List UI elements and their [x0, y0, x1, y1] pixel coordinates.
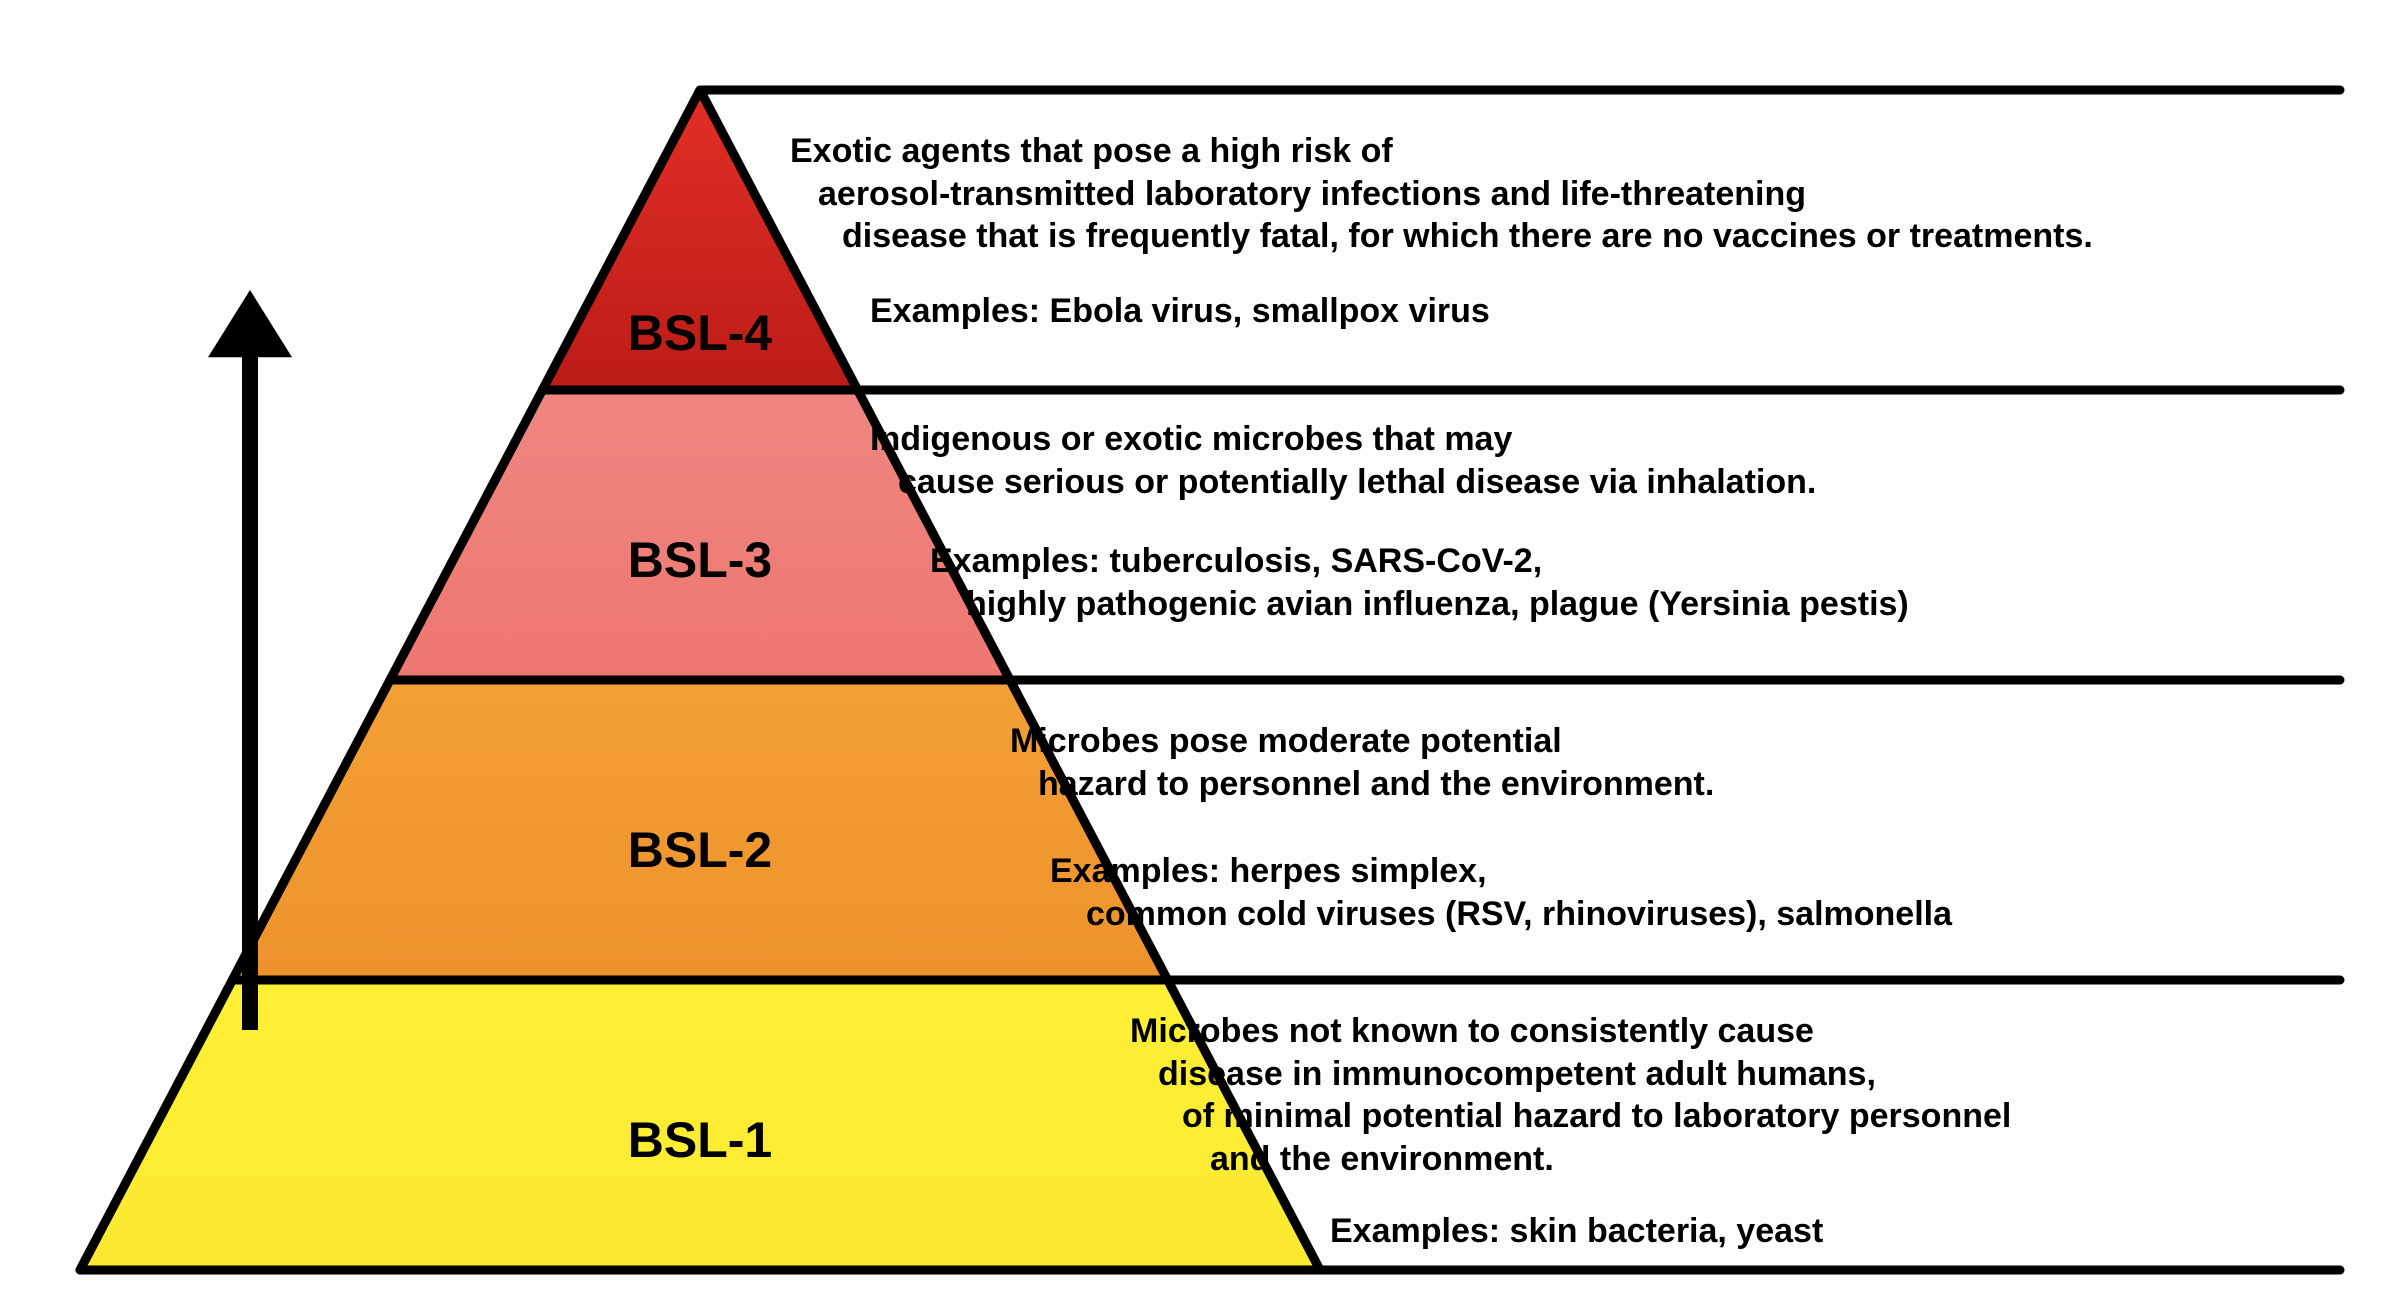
description-line: disease that is frequently fatal, for wh… — [790, 215, 2093, 258]
level-label-bsl2: BSL-2 — [628, 821, 772, 879]
description-line: cause serious or potentially lethal dise… — [870, 461, 1816, 504]
level-examples-bsl3: Examples: tuberculosis, SARS-CoV-2,highl… — [930, 540, 1909, 625]
examples-line: Examples: herpes simplex, — [1050, 850, 1952, 893]
level-description-bsl1: Microbes not known to consistently cause… — [1130, 1010, 2011, 1180]
level-label-bsl1: BSL-1 — [628, 1111, 772, 1169]
description-line: and the environment. — [1130, 1138, 2011, 1181]
level-description-bsl3: Indigenous or exotic microbes that mayca… — [870, 418, 1816, 503]
level-examples-bsl4: Examples: Ebola virus, smallpox virus — [870, 290, 1490, 333]
examples-line: highly pathogenic avian influenza, plagu… — [930, 583, 1909, 626]
examples-line: Examples: skin bacteria, yeast — [1330, 1210, 1823, 1253]
examples-line: Examples: Ebola virus, smallpox virus — [870, 290, 1490, 333]
level-examples-bsl1: Examples: skin bacteria, yeast — [1330, 1210, 1823, 1253]
description-line: of minimal potential hazard to laborator… — [1130, 1095, 2011, 1138]
level-label-bsl3: BSL-3 — [628, 531, 772, 589]
risk-arrow-head — [208, 290, 292, 357]
description-line: hazard to personnel and the environment. — [1010, 763, 1714, 806]
description-line: aerosol-transmitted laboratory infection… — [790, 173, 2093, 216]
description-line: Microbes pose moderate potential — [1010, 720, 1714, 763]
description-line: disease in immunocompetent adult humans, — [1130, 1053, 2011, 1096]
description-line: Exotic agents that pose a high risk of — [790, 130, 2093, 173]
examples-line: common cold viruses (RSV, rhinoviruses),… — [1050, 893, 1952, 936]
bsl-pyramid-diagram: BSL-4 Exotic agents that pose a high risk… — [0, 0, 2389, 1309]
level-description-bsl2: Microbes pose moderate potentialhazard t… — [1010, 720, 1714, 805]
description-line: Indigenous or exotic microbes that may — [870, 418, 1816, 461]
level-label-bsl4: BSL-4 — [628, 304, 772, 362]
examples-line: Examples: tuberculosis, SARS-CoV-2, — [930, 540, 1909, 583]
description-line: Microbes not known to consistently cause — [1130, 1010, 2011, 1053]
level-description-bsl4: Exotic agents that pose a high risk ofae… — [790, 130, 2093, 258]
level-examples-bsl2: Examples: herpes simplex,common cold vir… — [1050, 850, 1952, 935]
